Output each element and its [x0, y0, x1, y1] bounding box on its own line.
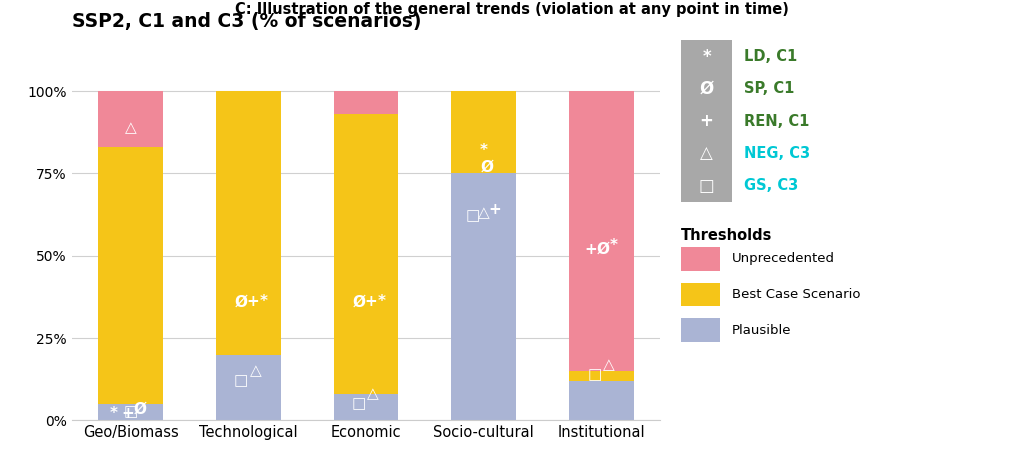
Text: SSP2, C1 and C3 (% of scenarios): SSP2, C1 and C3 (% of scenarios)	[72, 12, 421, 31]
Text: □: □	[123, 405, 138, 419]
Text: Plausible: Plausible	[732, 323, 792, 337]
Bar	[569, 371, 634, 381]
Text: Best Case Scenario: Best Case Scenario	[732, 288, 860, 301]
Text: Unprecedented: Unprecedented	[732, 252, 836, 266]
Text: +: +	[122, 406, 134, 421]
Bar	[569, 91, 634, 371]
Bar	[98, 147, 163, 404]
Text: C: Illustration of the general trends (violation at any point in time): C: Illustration of the general trends (v…	[236, 2, 788, 18]
Text: □: □	[698, 177, 715, 195]
Text: △: △	[125, 120, 136, 135]
Text: REN, C1: REN, C1	[744, 114, 810, 129]
Bar	[569, 381, 634, 420]
Text: △: △	[700, 144, 713, 162]
Text: Ø: Ø	[234, 294, 248, 309]
Text: *: *	[480, 143, 487, 158]
Text: Ø: Ø	[699, 80, 714, 98]
Text: +: +	[585, 242, 597, 256]
Text: *: *	[110, 406, 118, 421]
Text: GS, C3: GS, C3	[744, 178, 799, 193]
Bar	[216, 354, 281, 420]
Bar	[334, 394, 398, 420]
Text: +: +	[365, 294, 377, 309]
Text: △: △	[603, 357, 614, 372]
Text: □: □	[588, 367, 602, 382]
Text: Ø: Ø	[481, 159, 494, 174]
Text: +: +	[488, 202, 501, 217]
Text: *: *	[609, 238, 617, 253]
Text: △: △	[478, 205, 489, 220]
Text: □: □	[352, 397, 367, 411]
Text: Ø: Ø	[596, 242, 609, 256]
Bar	[216, 91, 281, 354]
Text: *: *	[702, 48, 711, 66]
Text: □: □	[466, 209, 480, 224]
Text: NEG, C3: NEG, C3	[744, 146, 811, 161]
Text: △: △	[250, 363, 261, 379]
Text: Thresholds: Thresholds	[681, 228, 772, 243]
Text: +: +	[247, 294, 259, 309]
Text: SP, C1: SP, C1	[744, 81, 795, 96]
Text: △: △	[368, 387, 379, 401]
Bar	[98, 404, 163, 420]
Text: Ø: Ø	[133, 401, 146, 417]
Bar	[452, 91, 516, 173]
Text: +: +	[699, 112, 714, 130]
Text: LD, C1: LD, C1	[744, 49, 798, 64]
Text: □: □	[234, 373, 249, 389]
Bar	[334, 114, 398, 394]
Text: Ø: Ø	[352, 294, 366, 309]
Text: *: *	[260, 294, 267, 309]
Text: *: *	[378, 294, 385, 309]
Bar	[98, 91, 163, 147]
Bar	[334, 91, 398, 114]
Bar	[452, 173, 516, 420]
